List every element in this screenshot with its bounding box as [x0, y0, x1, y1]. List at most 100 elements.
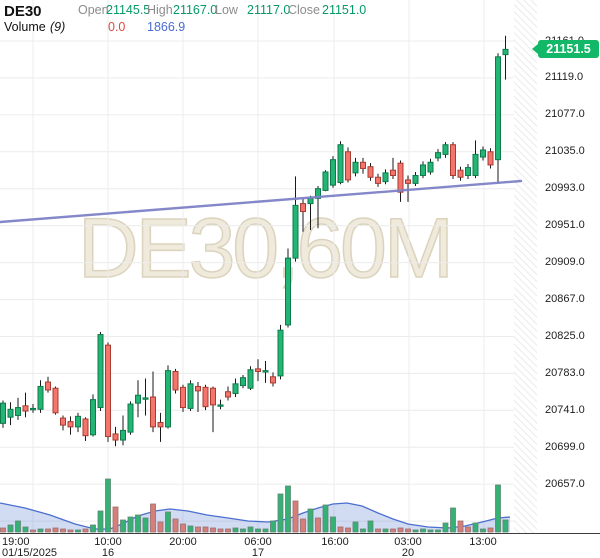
volume-bar [225, 528, 231, 533]
gridlines [0, 0, 514, 533]
volume-bar [420, 528, 426, 533]
open-label: Open [78, 3, 109, 17]
indicator-value-red: 0.0 [108, 20, 126, 34]
low-value: 21117.0 [247, 3, 291, 17]
volume-bar [15, 520, 21, 533]
volume-bar [322, 504, 329, 533]
candle-body [22, 405, 29, 412]
close-value: 21151.0 [322, 3, 367, 17]
candle-body [465, 167, 471, 176]
candle-body [450, 144, 456, 176]
volume-bar [337, 526, 344, 533]
volume-bar [435, 529, 441, 533]
candle-body [427, 161, 434, 173]
candle-body [150, 396, 156, 428]
candle-body [495, 56, 501, 161]
candle-body [487, 151, 494, 166]
volume-bar [22, 526, 29, 533]
low-label: Low [215, 3, 238, 17]
candle-body [375, 176, 381, 184]
candle-body [112, 433, 119, 441]
volume-bar [202, 526, 209, 533]
candle-body [67, 421, 74, 428]
volume-ma-area [0, 503, 510, 532]
volume-bar [405, 528, 411, 533]
volume-bar [292, 500, 299, 533]
volume-bar [247, 526, 254, 533]
candle-body [360, 161, 366, 169]
candle-body [412, 174, 419, 184]
candle-body [255, 368, 261, 373]
candle-body [75, 415, 81, 428]
price-axis-label: 20699.0 [545, 440, 585, 453]
time-axis-line [0, 533, 600, 534]
price-axis-label: 21035.0 [545, 145, 585, 158]
candle-body [135, 394, 141, 404]
candle-body [37, 385, 44, 410]
volume-bar [277, 493, 284, 533]
symbol-label[interactable]: DE30 [4, 3, 42, 20]
price-axis-label: 21077.0 [545, 108, 585, 121]
volume-bar [105, 478, 111, 533]
volume-bar [187, 525, 194, 533]
volume-bar [450, 507, 456, 533]
volume-bar [97, 510, 104, 533]
candle-body [142, 397, 149, 400]
price-axis-label: 20951.0 [545, 219, 585, 232]
volume-bar [412, 529, 419, 533]
price-axis-label: 20909.0 [545, 256, 585, 268]
candle-body [105, 344, 111, 438]
high-value: 21167.0 [173, 3, 218, 17]
volume-bar [67, 529, 74, 533]
candle-body [210, 387, 216, 406]
volume-bar [472, 522, 479, 533]
volume-bar [217, 528, 224, 533]
volume-bar [307, 508, 314, 533]
volume-bar [390, 528, 396, 533]
volume-bar [112, 506, 119, 533]
volume-bar [37, 528, 44, 533]
candle-body [262, 370, 269, 373]
candle-body [7, 408, 14, 418]
future-margin-hatch [514, 0, 537, 533]
volume-bar [165, 511, 171, 533]
candle-body [390, 169, 396, 176]
volume-bar [60, 528, 66, 533]
candle-body [247, 369, 254, 389]
volume-bar [127, 516, 134, 533]
volume-bar [172, 518, 179, 533]
candle-body [60, 417, 66, 426]
indicator-name[interactable]: Volume [4, 20, 46, 34]
candle-body [240, 377, 246, 387]
volume-bar [382, 528, 389, 533]
candle-body [277, 329, 284, 377]
volume-bar [480, 528, 486, 533]
volume-bar [82, 528, 89, 533]
price-axis-label: 20867.0 [545, 292, 585, 305]
volume-bar [262, 528, 269, 533]
candle-body [397, 162, 404, 193]
candle-body [127, 403, 134, 433]
candle-body [270, 376, 276, 384]
volume-bar [7, 524, 14, 533]
candle-body [45, 381, 51, 391]
candle-body [337, 144, 344, 184]
volume-bar [142, 517, 149, 533]
candle-body [330, 159, 336, 186]
volume-bar [465, 526, 471, 533]
candle-body [382, 172, 389, 183]
volume-bar [502, 519, 509, 533]
candle-body [405, 179, 411, 184]
candle-body [180, 386, 186, 409]
candle-body [0, 402, 6, 424]
price-axis-label: 20783.0 [545, 366, 585, 379]
volume-bar [120, 519, 126, 533]
volume-bar [300, 518, 306, 533]
close-label: Close [288, 3, 320, 17]
volume-bar [427, 529, 434, 533]
trendline[interactable] [0, 179, 523, 224]
volume-bar [75, 529, 81, 533]
volume-bar [360, 528, 366, 533]
